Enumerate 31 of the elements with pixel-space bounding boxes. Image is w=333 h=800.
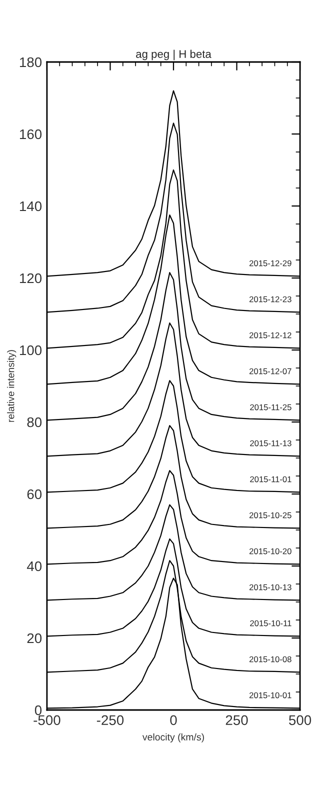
y-tick-label: 0	[34, 705, 42, 716]
y-axis-title: relative intensity)	[7, 350, 16, 422]
y-tick-label: 120	[20, 273, 42, 284]
legend-label: 2015-10-25	[249, 512, 292, 518]
legend-label: 2015-11-01	[250, 476, 292, 482]
legend-label: 2015-12-07	[249, 368, 292, 374]
legend-label: 2015-10-11	[250, 620, 292, 626]
y-tick-label: 180	[20, 57, 42, 68]
legend-label: 2015-10-08	[249, 656, 292, 662]
y-tick-label: 160	[20, 129, 42, 140]
x-tick-label: 500	[289, 715, 312, 726]
y-tick-label: 80	[27, 417, 42, 428]
legend-label: 2015-11-25	[250, 404, 292, 410]
y-tick-label: 40	[26, 561, 42, 572]
legend-label: 2015-10-20	[249, 548, 292, 554]
x-tick-label: -250	[96, 715, 124, 726]
legend-label: 2015-10-13	[249, 584, 292, 590]
legend-label: 2015-12-23	[249, 296, 292, 302]
x-tick-label: 250	[226, 715, 248, 726]
legend-label: 2015-11-13	[250, 440, 292, 446]
chart-title: ag peg | H beta	[136, 50, 212, 60]
legend-label: 2015-10-01	[249, 692, 292, 698]
y-tick-label: 20	[27, 633, 42, 644]
legend-label: 2015-12-29	[249, 260, 292, 266]
y-tick-label: 60	[27, 489, 42, 500]
y-tick-label: 100	[20, 345, 42, 356]
x-tick-label: -500	[34, 715, 60, 726]
legend-label: 2015-12-12	[249, 332, 292, 338]
x-axis-title: velocity (km/s)	[142, 733, 204, 742]
y-tick-label: 140	[20, 201, 42, 212]
x-tick-label: 0	[170, 715, 177, 726]
